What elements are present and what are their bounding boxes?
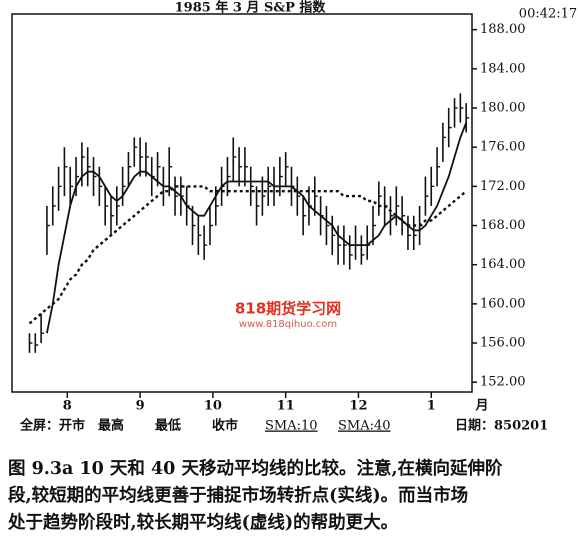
sma40-label: SMA:40 — [338, 419, 391, 434]
status-item: 最高 — [98, 418, 124, 434]
x-tick-label: 12 — [349, 399, 367, 414]
y-tick-label: 172.00 — [480, 179, 526, 194]
watermark-url: www.818qihuo.com — [239, 319, 337, 330]
y-tick-label: 188.00 — [480, 22, 526, 37]
caption-line: 图 9.3a 10 天和 40 天移动平均线的比较。注意,在横向延伸阶 — [8, 459, 503, 479]
moving-average-line — [46, 122, 468, 334]
y-tick-label: 176.00 — [480, 140, 526, 155]
chart-title: 1985 年 3 月 S&P 指数 — [175, 0, 327, 16]
status-item: 全屏：开市 — [19, 418, 85, 434]
status-item: 收市 — [212, 418, 238, 434]
x-tick-label: 10 — [204, 399, 222, 414]
sma10-label: SMA:10 — [265, 419, 318, 434]
y-tick-label: 152.00 — [480, 375, 526, 390]
x-tick-label: 11 — [277, 399, 295, 414]
x-tick-label: 9 — [136, 399, 145, 414]
moving-average-line — [28, 185, 467, 325]
chart: 1985 年 3 月 S&P 指数 00:42:17 月 全屏：开市 最高 最低… — [11, 0, 577, 434]
y-tick-label: 184.00 — [480, 61, 526, 76]
y-tick-label: 160.00 — [480, 296, 526, 311]
y-tick-label: 156.00 — [480, 336, 526, 351]
y-tick-label: 164.00 — [480, 257, 526, 272]
x-tick-label: 1 — [427, 399, 436, 414]
caption-line: 处于趋势阶段时,较长期平均线(虚线)的帮助更大。 — [8, 513, 399, 533]
status-item: 最低 — [155, 418, 181, 434]
y-tick-label: 180.00 — [480, 101, 526, 116]
plot-frame — [11, 13, 473, 393]
x-axis-label: 月 — [474, 399, 488, 414]
x-tick-label: 8 — [63, 399, 72, 414]
caption-line: 段,较短期的平均线更善于捕捉市场转折点(实线)。而当市场 — [8, 486, 469, 506]
watermark-title: 818期货学习网 — [235, 300, 341, 318]
clock: 00:42:17 — [519, 7, 577, 22]
y-tick-label: 168.00 — [480, 218, 526, 233]
status-item: 日期：850201 — [455, 419, 548, 434]
